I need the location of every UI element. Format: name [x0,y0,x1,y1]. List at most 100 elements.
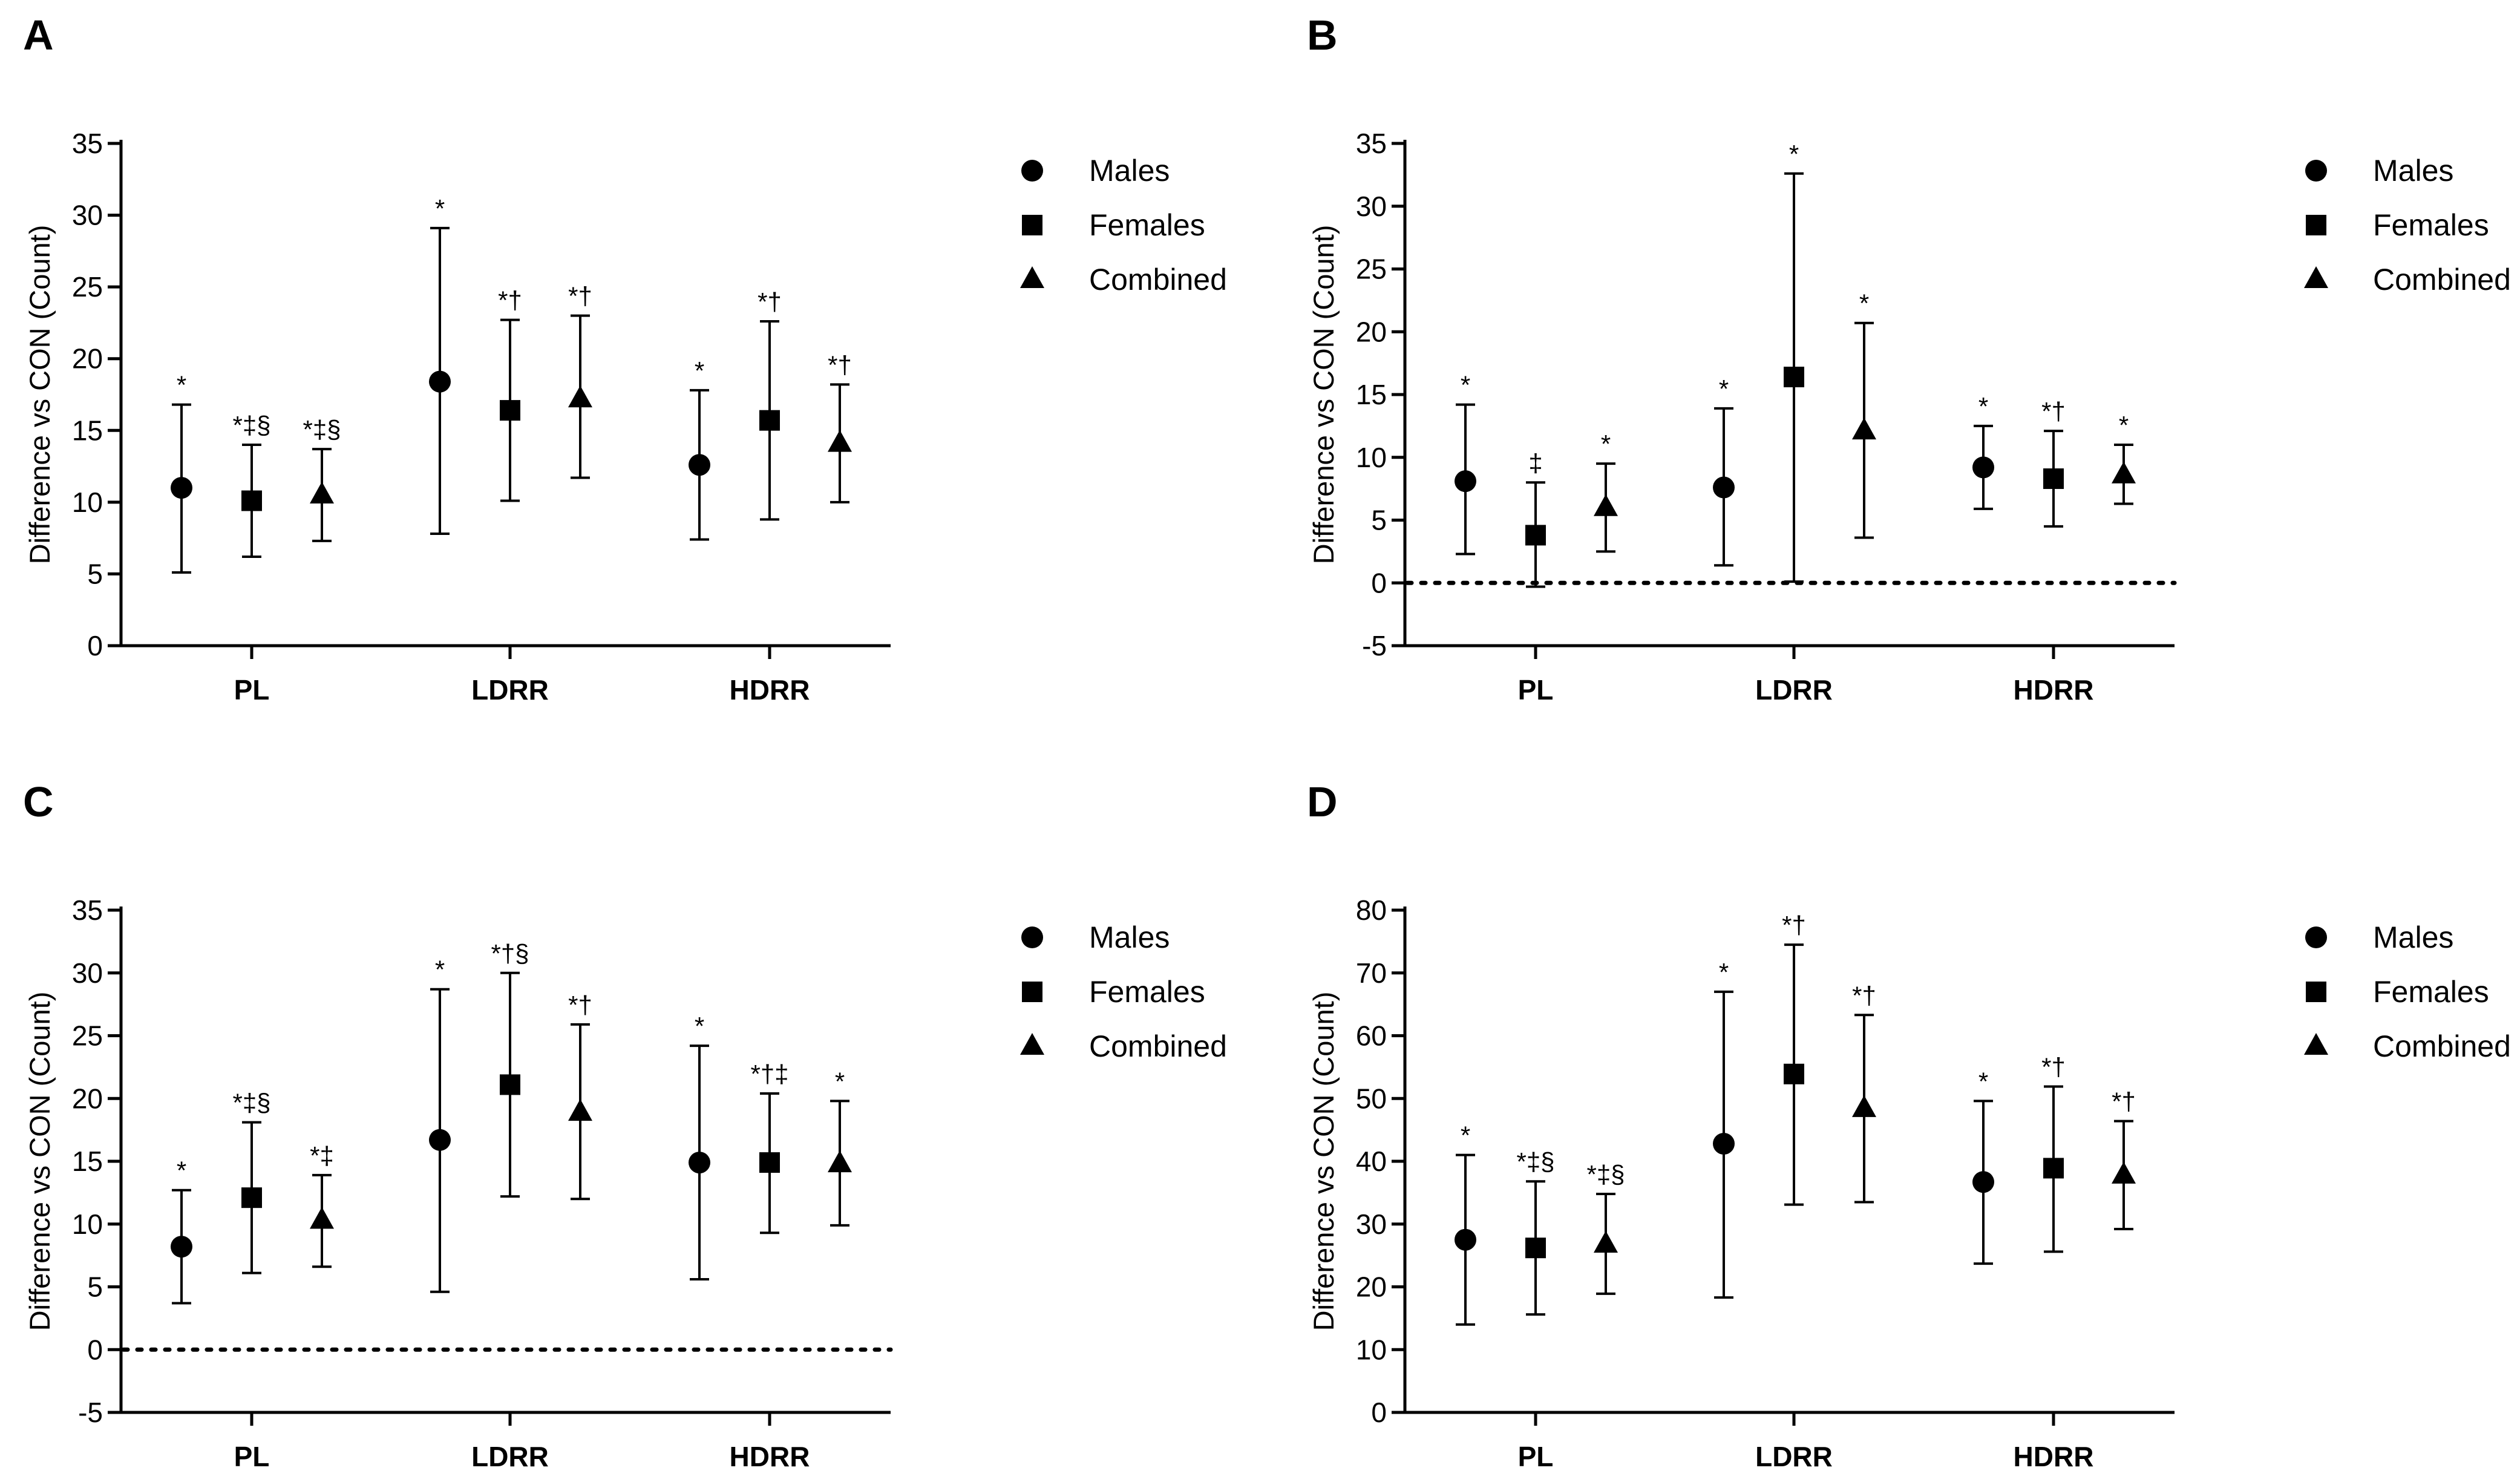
y-tick-label: 50 [1356,1083,1387,1114]
significance-label: * [695,1012,704,1040]
y-axis-label: Difference vs CON (Count) [1307,992,1340,1331]
y-tick-label: 10 [72,487,103,518]
significance-label: * [1719,375,1729,403]
y-tick-label: 30 [72,957,103,989]
data-point-combined [2112,1161,2136,1184]
data-point-combined [1852,1095,1876,1117]
significance-label: *† [828,350,852,379]
significance-label: *†§ [491,939,529,968]
y-tick-label: 30 [1356,1208,1387,1240]
x-tick-label: PL [1518,674,1554,706]
y-tick-label: 10 [1356,442,1387,473]
legend: Males Females Combined [2304,920,2511,1063]
y-tick-label: 5 [1371,505,1387,536]
legend-label: Females [2373,975,2489,1009]
y-tick-label: 30 [1356,191,1387,222]
y-tick-label: 40 [1356,1146,1387,1177]
y-tick-label: 35 [1356,128,1387,159]
data-point-males [1455,1228,1476,1251]
y-tick-label: 10 [1356,1334,1387,1365]
y-axis-label: Difference vs CON (Count) [24,225,56,565]
legend-label: Combined [2373,1029,2511,1063]
legend-label: Females [2373,208,2489,242]
y-tick-label: 15 [1356,379,1387,410]
panel-b: B -5 0 5 10 15 20 25 30 35 Difference vs CON (Coun… [1307,11,2511,706]
y-tick-label: 20 [1356,1271,1387,1303]
y-tick-label: 10 [72,1208,103,1240]
significance-label: * [1978,392,1988,421]
legend-marker-males [1021,926,1043,948]
significance-label: *† [758,287,782,316]
significance-label: ‡ [1528,448,1542,477]
legend-marker-males [1021,160,1043,182]
significance-label: *† [2041,397,2066,425]
panel-d: D 0 10 20 30 40 50 60 70 80 Difference vs CON (Cou… [1307,778,2511,1472]
data-point-males [1972,456,1994,479]
panel-c: C -5 0 5 10 15 20 25 30 35 Difference vs CON (Coun… [23,778,1227,1472]
x-tick-label: HDRR [2014,1441,2094,1472]
y-tick-label: 5 [87,558,103,589]
panel-letter: B [1307,11,1338,59]
x-tick-label: LDRR [471,1441,549,1472]
y-tick-label: 25 [1356,254,1387,285]
panel-letter: A [23,11,54,59]
legend-label: Males [1089,920,1170,954]
y-tick-label: 80 [1356,894,1387,926]
significance-label: *‡§ [232,1089,270,1117]
legend-label: Combined [2373,263,2511,297]
data-point-females [500,400,520,421]
x-tick-label: LDRR [1755,1441,1833,1472]
significance-label: * [1719,958,1729,986]
significance-label: * [177,1156,186,1185]
data-point-combined [1594,1230,1618,1253]
legend-label: Males [2373,154,2453,188]
y-tick-label: -5 [1362,630,1387,661]
significance-label: *† [1782,911,1806,939]
significance-label: *‡ [310,1141,334,1170]
legend-label: Females [1089,208,1205,242]
y-tick-label: 0 [87,630,103,661]
data-point-females [241,490,262,511]
significance-label: *†‡ [750,1060,788,1088]
data-point-combined [310,1207,334,1229]
x-tick-label: PL [234,1441,270,1472]
y-tick-label: 15 [72,415,103,446]
significance-label: * [1461,1121,1470,1150]
legend-marker-males [2305,160,2327,182]
data-point-males [1972,1171,1994,1193]
significance-label: *‡§ [1586,1160,1625,1189]
data-point-females [1525,525,1546,546]
y-tick-label: 35 [72,128,103,159]
y-tick-label: 5 [87,1271,103,1303]
y-tick-label: 0 [1371,567,1387,598]
y-tick-label: 30 [72,200,103,231]
data-point-males [1455,470,1476,493]
significance-label: * [435,956,445,984]
significance-label: * [2119,411,2129,439]
significance-label: * [1789,140,1799,168]
y-tick-label: 0 [87,1334,103,1365]
data-point-females [2043,468,2064,490]
y-tick-label: 15 [72,1146,103,1177]
legend-marker-males [2305,926,2327,948]
significance-label: *† [498,286,522,315]
data-point-combined [568,385,592,408]
legend-marker-combined [2304,1033,2328,1055]
data-point-males [1713,476,1735,499]
legend-marker-combined [1020,266,1044,288]
y-tick-label: 35 [72,894,103,926]
x-tick-label: HDRR [730,674,810,706]
data-point-combined [310,482,334,503]
data-point-combined [828,430,852,452]
data-point-males [1713,1132,1735,1155]
y-axis-label: Difference vs CON (Count) [24,992,56,1331]
data-point-males [171,477,192,499]
significance-label: * [695,356,704,385]
significance-label: * [1859,289,1869,318]
significance-label: * [835,1067,845,1095]
legend-marker-combined [2304,266,2328,288]
significance-label: *† [568,991,592,1019]
data-point-males [689,1152,710,1174]
x-tick-label: PL [234,674,270,706]
x-tick-label: LDRR [1755,674,1833,706]
